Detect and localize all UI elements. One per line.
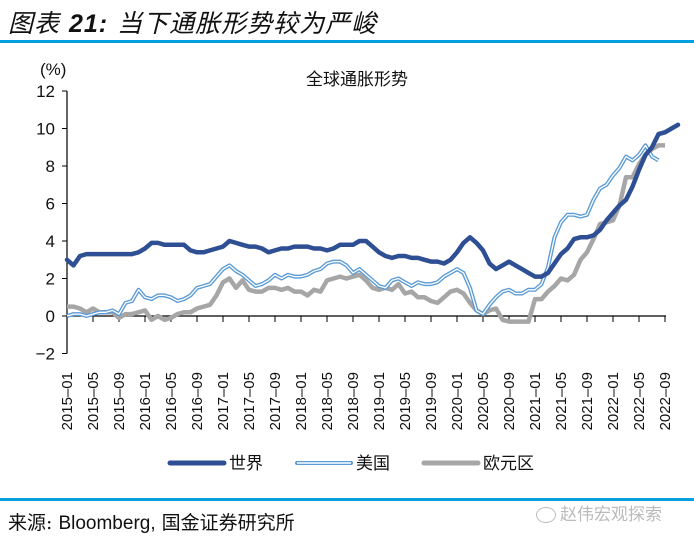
x-tick-label: 2017–09 — [267, 372, 284, 430]
x-tick-label: 2018–01 — [293, 372, 310, 430]
x-tick-label: 2016–05 — [163, 372, 180, 430]
top-divider — [0, 40, 694, 43]
y-tick-label: 10 — [36, 120, 55, 139]
x-tick-label: 2017–01 — [215, 372, 232, 430]
x-tick-label: 2021–09 — [579, 372, 596, 430]
x-tick-label: 2019–01 — [371, 372, 388, 430]
x-tick-label: 2022–05 — [631, 372, 648, 430]
x-tick-label: 2015–05 — [85, 372, 102, 430]
source-en: Bloomberg, — [58, 513, 156, 534]
x-tick-label: 2020–01 — [449, 372, 466, 430]
watermark-text: 赵伟宏观探索 — [560, 505, 662, 525]
x-tick-label: 2021–01 — [527, 372, 544, 430]
x-tick-label: 2021–05 — [553, 372, 570, 430]
legend-label-us: 美国 — [356, 454, 390, 474]
source-suffix: 国金证券研究所 — [161, 512, 295, 534]
wechat-icon — [536, 507, 556, 523]
watermark: 赵伟宏观探索 — [536, 500, 662, 525]
figure-prefix: 图表 — [8, 9, 61, 38]
y-tick-label: 2 — [46, 270, 55, 289]
y-tick-label: 0 — [46, 307, 55, 326]
y-tick-label: 8 — [46, 157, 55, 176]
y-axis: 12 10 8 6 4 2 0 −2 — [36, 82, 68, 364]
x-tick-label: 2018–05 — [319, 372, 336, 430]
y-tick-label: 6 — [46, 195, 55, 214]
x-tick-label: 2020–05 — [475, 372, 492, 430]
legend-label-euro: 欧元区 — [483, 454, 534, 474]
x-tick-label: 2018–09 — [345, 372, 362, 430]
x-tick-label: 2019–05 — [397, 372, 414, 430]
x-tick-label: 2015–09 — [111, 372, 128, 430]
series-euro-line — [67, 143, 665, 324]
x-tick-label: 2016–09 — [189, 372, 206, 430]
series-us-line — [66, 143, 660, 318]
x-tick-label: 2015–01 — [59, 372, 76, 430]
figure-heading: 当下通胀形势较为严峻 — [117, 9, 378, 38]
y-unit-label: (%) — [40, 60, 66, 79]
x-tick-label: 2022–09 — [657, 372, 674, 430]
source-prefix: 来源: — [8, 512, 53, 534]
x-axis: 2015–01 2015–05 2015–09 2016–01 2016–05 2016–… — [59, 315, 674, 430]
figure-number: 21: — [68, 10, 109, 38]
x-tick-label: 2017–05 — [241, 372, 258, 430]
figure-title: 图表 21: 当下通胀形势较为严峻 — [8, 4, 377, 40]
x-tick-label: 2020–09 — [501, 372, 518, 430]
y-tick-label: −2 — [36, 345, 55, 364]
x-tick-label: 2019–09 — [423, 372, 440, 430]
series-world-line — [64, 122, 681, 279]
source-note: 来源: Bloomberg, 国金证券研究所 — [8, 508, 295, 535]
x-tick-label: 2022–01 — [605, 372, 622, 430]
y-tick-label: 4 — [46, 232, 55, 251]
legend: 世界 美国 欧元区 — [167, 454, 534, 474]
x-tick-label: 2016–01 — [137, 372, 154, 430]
series-layer — [64, 122, 681, 324]
series-us-line-inner — [66, 144, 659, 317]
legend-label-world: 世界 — [229, 454, 263, 474]
chart-title: 全球通胀形势 — [306, 70, 408, 90]
y-tick-label: 12 — [36, 82, 55, 101]
bottom-divider — [0, 498, 694, 501]
